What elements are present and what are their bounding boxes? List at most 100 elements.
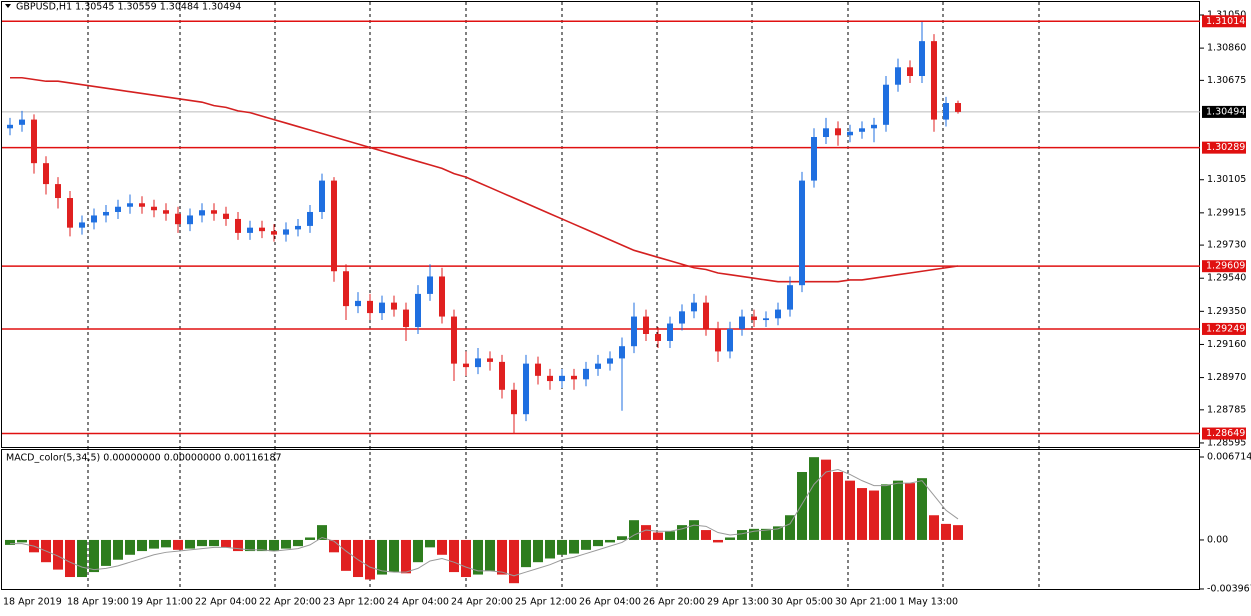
- macd-bar: [785, 515, 795, 540]
- candle-body: [415, 293, 421, 328]
- macd-bar: [449, 539, 459, 573]
- macd-bar: [5, 539, 15, 545]
- candle-body: [463, 363, 469, 368]
- candle-body: [199, 210, 205, 216]
- candle-body: [211, 210, 217, 214]
- menu-arrow[interactable]: [5, 4, 11, 8]
- candle-body: [763, 318, 769, 321]
- candle-body: [499, 361, 505, 390]
- macd-bar: [161, 539, 171, 548]
- macd-bar: [197, 539, 207, 547]
- candle-body: [139, 203, 145, 207]
- macd-bar: [353, 539, 363, 578]
- candle-body: [811, 137, 817, 181]
- candle-body: [943, 103, 949, 120]
- x-tick-label: 24 Apr 20:00: [451, 597, 513, 608]
- candle-body: [427, 276, 433, 294]
- y-tick-label: 1.29730: [1207, 240, 1246, 251]
- x-tick-label: 30 Apr 21:00: [835, 597, 897, 608]
- candle-body: [655, 333, 661, 341]
- x-tick-label: 26 Apr 20:00: [643, 597, 705, 608]
- macd-bar: [221, 539, 231, 548]
- macd-panel: [1, 449, 1200, 590]
- macd-bar: [209, 539, 219, 547]
- macd-bar: [917, 478, 927, 540]
- candle-body: [367, 300, 373, 314]
- signal-line: [10, 469, 959, 577]
- candle-body: [67, 198, 73, 228]
- macd-bar: [821, 459, 831, 540]
- candle-body: [775, 309, 781, 319]
- last-price-label-bg: [1202, 105, 1246, 118]
- y-tick-label: 1.28785: [1207, 404, 1246, 415]
- candle-body: [535, 363, 541, 376]
- y-tick-label: -0.003967: [1207, 583, 1251, 594]
- candle-body: [331, 180, 337, 272]
- macd-bar: [893, 480, 903, 540]
- candle-body: [91, 215, 97, 223]
- macd-bar: [737, 530, 747, 540]
- macd-bar: [257, 539, 267, 552]
- candle-body: [607, 358, 613, 364]
- candle-body: [55, 184, 61, 199]
- candle-body: [307, 211, 313, 226]
- macd-bar: [149, 539, 159, 549]
- y-tick-label: 1.29350: [1207, 306, 1246, 317]
- candle-body: [379, 302, 385, 314]
- x-tick-label: 24 Apr 04:00: [387, 597, 449, 608]
- candle-body: [79, 222, 85, 228]
- y-tick-label: 1.29160: [1207, 339, 1246, 350]
- macd-bar: [101, 539, 111, 566]
- candle-body: [187, 215, 193, 225]
- x-tick-label: 25 Apr 12:00: [515, 597, 577, 608]
- macd-bar: [389, 539, 399, 573]
- macd-bar: [461, 539, 471, 578]
- candle-body: [127, 203, 133, 207]
- macd-bar: [365, 539, 375, 580]
- level-label-bg: [1202, 322, 1246, 335]
- y-tick-label: 1.28595: [1207, 437, 1246, 448]
- candle-body: [511, 389, 517, 415]
- candle-body: [727, 328, 733, 352]
- x-tick-label: 29 Apr 13:00: [707, 597, 769, 608]
- y-tick-label: 1.29540: [1207, 273, 1246, 284]
- macd-bar: [665, 531, 675, 540]
- candle-body: [19, 119, 25, 125]
- macd-bar: [497, 539, 507, 575]
- candle-body: [859, 128, 865, 132]
- macd-bar: [905, 483, 915, 540]
- macd-bar: [437, 539, 447, 555]
- candle-body: [883, 84, 889, 125]
- macd-bar: [761, 528, 771, 540]
- level-label-bg: [1202, 260, 1246, 273]
- candle-body: [451, 316, 457, 364]
- candle-body: [31, 119, 37, 164]
- macd-bar: [245, 539, 255, 552]
- candle-body: [643, 316, 649, 334]
- macd-bar: [713, 539, 723, 543]
- y-tick-label: 1.31050: [1207, 9, 1246, 20]
- candle-body: [235, 218, 241, 233]
- macd-bar: [749, 528, 759, 540]
- macd-bar: [653, 532, 663, 540]
- candle-body: [247, 227, 253, 233]
- macd-bar: [725, 537, 735, 540]
- macd-bar: [557, 539, 567, 555]
- candle-body: [823, 128, 829, 138]
- candle-body: [115, 206, 121, 212]
- candle-body: [919, 41, 925, 77]
- level-label-bg: [1202, 427, 1246, 440]
- macd-bar: [593, 539, 603, 547]
- y-tick-label: 1.30675: [1207, 75, 1246, 86]
- macd-bar: [377, 539, 387, 575]
- candle-body: [955, 103, 961, 112]
- x-tick-label: 22 Apr 20:00: [259, 597, 321, 608]
- macd-bar: [53, 539, 63, 570]
- macd-bar: [533, 539, 543, 563]
- macd-bar: [185, 539, 195, 549]
- candle-body: [571, 375, 577, 380]
- macd-bar: [329, 539, 339, 553]
- macd-bar: [833, 471, 843, 540]
- candle-body: [295, 225, 301, 230]
